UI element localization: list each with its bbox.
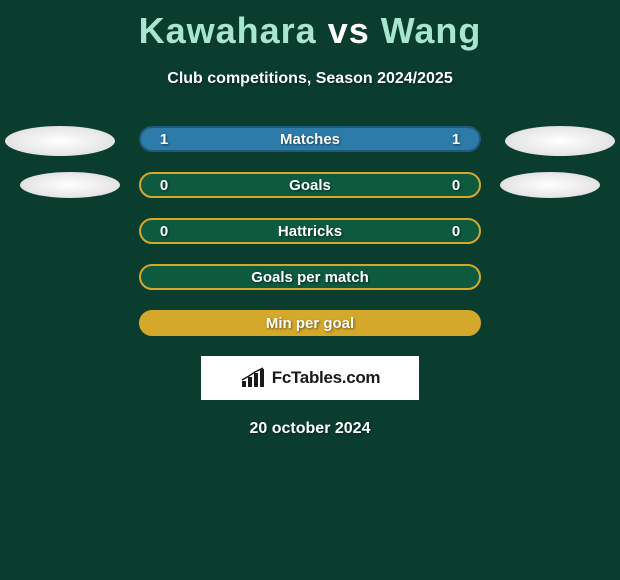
- vs-text: vs: [328, 10, 370, 51]
- snapshot-date: 20 october 2024: [0, 420, 620, 438]
- stat-label: Goals: [173, 177, 447, 194]
- player1-name: Kawahara: [139, 10, 317, 51]
- stat-left-value: 0: [155, 223, 173, 240]
- stat-label: Hattricks: [173, 223, 447, 240]
- stat-right-value: 0: [447, 223, 465, 240]
- player2-badge-2: [500, 172, 600, 198]
- stats-area: 1 Matches 1 0 Goals 0 0 Hattricks 0 Goal…: [0, 126, 620, 438]
- logo-text: FcTables.com: [272, 368, 381, 388]
- stat-left-value: 1: [155, 131, 173, 148]
- stat-right-value: 1: [447, 131, 465, 148]
- stat-right-value: 0: [447, 177, 465, 194]
- stat-row: 0 Hattricks 0: [139, 218, 481, 244]
- chart-icon: [240, 367, 266, 389]
- competition-subtitle: Club competitions, Season 2024/2025: [0, 70, 620, 88]
- player1-badge-1: [5, 126, 115, 156]
- stat-row: Min per goal: [139, 310, 481, 336]
- stat-label: Min per goal: [173, 315, 447, 332]
- player1-badge-2: [20, 172, 120, 198]
- stat-label: Matches: [173, 131, 447, 148]
- stat-row: 0 Goals 0: [139, 172, 481, 198]
- fctables-logo[interactable]: FcTables.com: [201, 356, 419, 400]
- stat-rows: 1 Matches 1 0 Goals 0 0 Hattricks 0 Goal…: [139, 126, 481, 336]
- comparison-title: Kawahara vs Wang: [0, 0, 620, 52]
- stat-row: Goals per match: [139, 264, 481, 290]
- stat-row: 1 Matches 1: [139, 126, 481, 152]
- stat-label: Goals per match: [173, 269, 447, 286]
- player2-badge-1: [505, 126, 615, 156]
- stat-left-value: 0: [155, 177, 173, 194]
- player2-name: Wang: [381, 10, 482, 51]
